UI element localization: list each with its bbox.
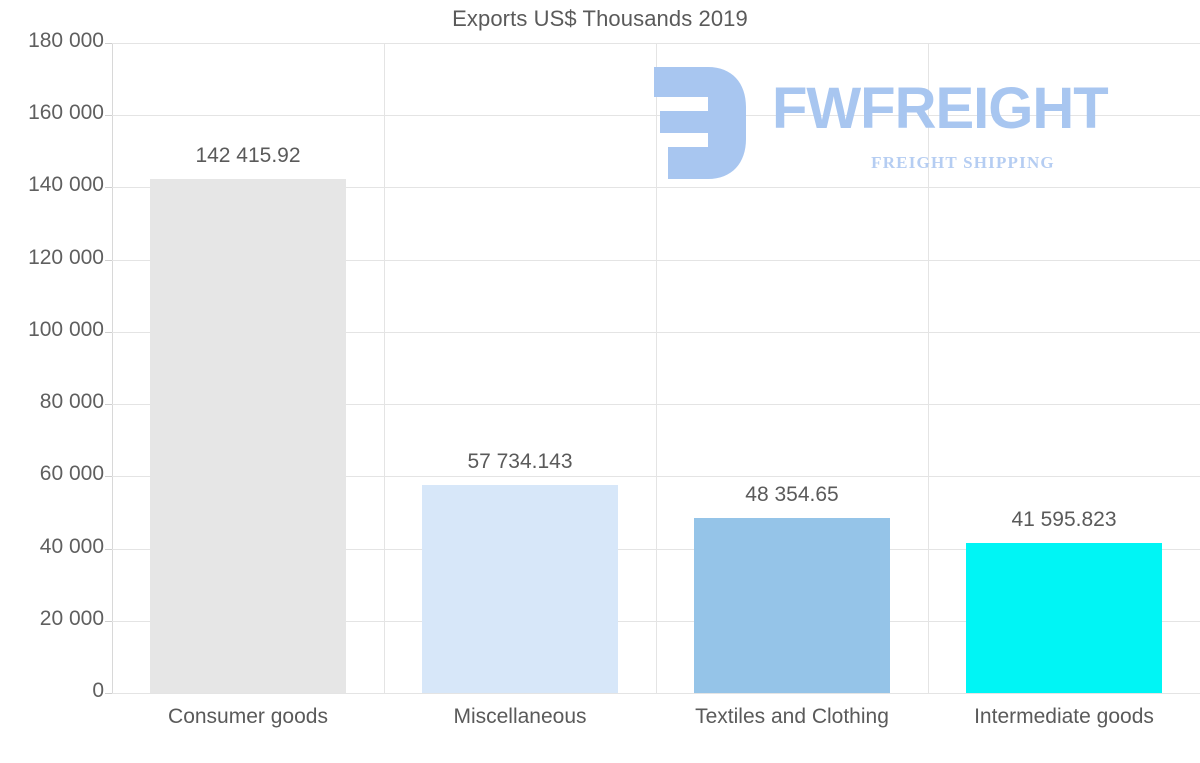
x-axis-category-label: Textiles and Clothing (695, 705, 889, 728)
y-axis-tick-mark (105, 43, 112, 44)
plot-area (112, 43, 1200, 694)
bar[interactable] (421, 484, 619, 693)
y-axis-tick-mark (105, 259, 112, 261)
chart-title: Exports US$ Thousands 2019 (452, 6, 748, 31)
y-axis-tick-label: 100 000 (28, 317, 104, 341)
y-axis-tick-label: 20 000 (39, 606, 104, 630)
y-axis-tick-mark (105, 476, 112, 478)
y-axis-line (112, 43, 113, 694)
gridline-vertical (384, 43, 385, 693)
y-axis-tick-mark (105, 548, 112, 550)
gridline-vertical (928, 43, 929, 693)
y-axis: 0 20 000 40 000 60 000 80 000 100 000 120 000 1… (0, 29, 112, 702)
y-axis-tick-label: 180 000 (28, 29, 104, 52)
y-axis-tick-mark (105, 331, 112, 333)
y-axis-tick-label: 60 000 (39, 462, 104, 486)
y-axis-tick-label: 160 000 (28, 101, 104, 125)
y-axis-tick-label: 140 000 (28, 173, 104, 197)
x-axis-category-label: Consumer goods (168, 705, 328, 728)
gridline-vertical (656, 43, 657, 693)
bar[interactable] (693, 518, 891, 693)
gridline-horizontal (112, 693, 1200, 694)
bar-value-label: 41 595.823 (1011, 507, 1117, 531)
bar-value-label: 142 415.92 (195, 143, 301, 167)
y-axis-tick-mark (105, 693, 112, 694)
y-axis-tick-label: 80 000 (39, 390, 104, 414)
y-axis-tick-mark (105, 404, 112, 406)
y-axis-tick-label: 40 000 (39, 534, 104, 558)
y-axis-tick-label: 0 (92, 679, 104, 702)
bar-value-label: 48 354.65 (745, 483, 839, 507)
bar[interactable] (149, 178, 347, 693)
x-axis-category-label: Intermediate goods (974, 705, 1154, 728)
y-axis-tick-label: 120 000 (28, 245, 104, 269)
y-axis-tick-mark (105, 115, 112, 117)
bar-value-label: 57 734.143 (467, 449, 573, 473)
x-axis-category-label: Miscellaneous (453, 705, 587, 728)
bar[interactable] (965, 542, 1163, 693)
y-axis-tick-mark (105, 187, 112, 189)
y-axis-tick-mark (105, 620, 112, 622)
